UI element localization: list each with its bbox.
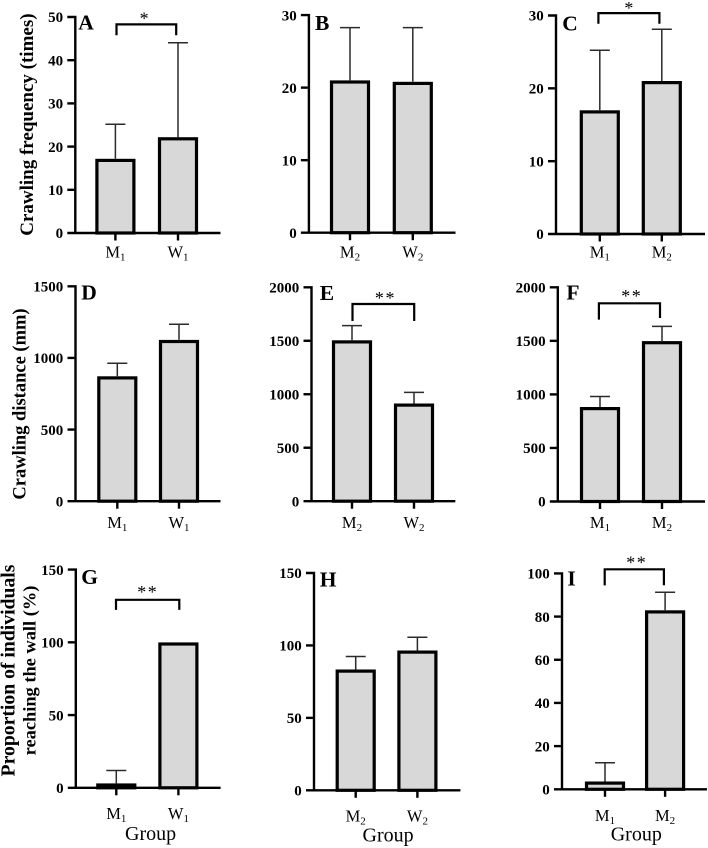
svg-text:100: 100 (527, 567, 550, 583)
svg-text:F: F (566, 281, 579, 305)
svg-text:0: 0 (289, 226, 297, 242)
svg-text:Crawling frequency (times): Crawling frequency (times) (17, 13, 38, 235)
svg-text:80: 80 (535, 610, 550, 626)
svg-text:C: C (562, 11, 578, 35)
svg-text:Crawling distance (mm): Crawling distance (mm) (10, 308, 30, 499)
svg-text:20: 20 (535, 739, 550, 755)
svg-text:150: 150 (279, 566, 302, 582)
svg-text:*: * (140, 8, 149, 28)
svg-text:*: * (386, 288, 395, 308)
svg-text:100: 100 (279, 639, 302, 655)
svg-text:40: 40 (48, 53, 63, 69)
svg-text:100: 100 (41, 636, 64, 652)
svg-text:0: 0 (56, 226, 64, 242)
svg-text:Group: Group (125, 823, 176, 845)
svg-text:*: * (624, 0, 633, 18)
svg-text:A: A (78, 10, 94, 34)
svg-text:*: * (148, 582, 157, 602)
svg-text:1500: 1500 (269, 334, 299, 350)
svg-text:0: 0 (542, 783, 550, 799)
svg-text:E: E (320, 281, 334, 305)
svg-text:reaching the wall (%): reaching the wall (%) (20, 586, 41, 756)
svg-text:60: 60 (535, 653, 550, 669)
svg-text:30: 30 (282, 8, 297, 24)
svg-text:B: B (315, 11, 329, 35)
svg-text:1000: 1000 (33, 351, 63, 367)
svg-text:G: G (81, 565, 98, 589)
svg-text:500: 500 (277, 441, 300, 457)
svg-text:20: 20 (282, 81, 297, 97)
svg-text:10: 10 (282, 153, 297, 169)
svg-text:50: 50 (48, 10, 63, 26)
svg-text:20: 20 (48, 140, 63, 156)
svg-text:2000: 2000 (516, 281, 546, 297)
svg-text:50: 50 (287, 711, 302, 727)
svg-text:1000: 1000 (269, 387, 299, 403)
svg-text:10: 10 (48, 183, 63, 199)
svg-text:1500: 1500 (33, 280, 63, 296)
svg-text:*: * (632, 286, 641, 306)
svg-text:10: 10 (529, 154, 544, 170)
svg-text:30: 30 (48, 97, 63, 113)
svg-text:*: * (375, 288, 384, 308)
svg-text:Group: Group (611, 823, 662, 845)
svg-text:I: I (567, 566, 575, 590)
svg-text:1000: 1000 (516, 388, 546, 404)
svg-text:30: 30 (529, 9, 544, 25)
svg-text:40: 40 (535, 696, 550, 712)
svg-text:50: 50 (49, 708, 64, 724)
svg-text:0: 0 (538, 495, 546, 511)
svg-text:0: 0 (294, 784, 302, 800)
svg-text:*: * (626, 552, 635, 572)
svg-text:20: 20 (529, 82, 544, 98)
svg-text:0: 0 (56, 781, 64, 797)
svg-text:*: * (637, 552, 646, 572)
svg-text:0: 0 (56, 494, 64, 510)
svg-text:0: 0 (536, 227, 544, 243)
svg-text:0: 0 (292, 494, 300, 510)
svg-text:150: 150 (41, 563, 64, 579)
svg-text:1500: 1500 (516, 334, 546, 350)
svg-text:500: 500 (41, 423, 64, 439)
svg-text:*: * (137, 582, 146, 602)
svg-text:2000: 2000 (269, 281, 299, 297)
svg-text:*: * (621, 286, 630, 306)
svg-text:Group: Group (363, 825, 414, 847)
svg-text:Proportion of individuals: Proportion of individuals (0, 564, 19, 776)
svg-text:D: D (81, 281, 97, 305)
svg-text:H: H (320, 567, 337, 591)
svg-text:500: 500 (523, 441, 546, 457)
